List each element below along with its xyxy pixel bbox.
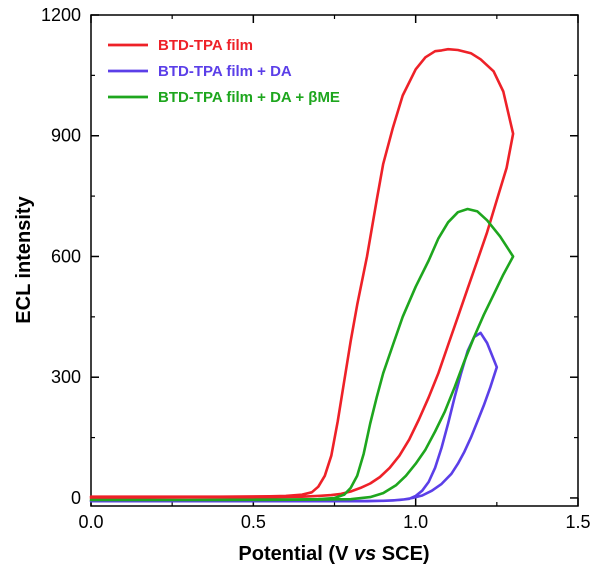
legend: BTD-TPA film BTD-TPA film + DA BTD-TPA fil… [108, 37, 340, 106]
series-line-3 [89, 207, 515, 502]
x-tick-label: 1.5 [565, 512, 590, 532]
series-lines [89, 47, 515, 503]
series-line-1 [89, 47, 515, 500]
x-tick-label: 1.0 [403, 512, 428, 532]
axis-tick-labels: 0.0 0.5 1.0 1.5 0 300 600 900 1200 [41, 5, 591, 532]
y-tick-label: 900 [51, 126, 81, 146]
legend-label-3: BTD-TPA film + DA + βME [158, 89, 340, 106]
y-tick-label: 0 [71, 488, 81, 508]
y-tick-label: 600 [51, 246, 81, 266]
axis-ticks [90, 14, 579, 506]
y-tick-label: 300 [51, 367, 81, 387]
x-axis-title: Potential (V vs SCE) [238, 543, 429, 565]
legend-label-2: BTD-TPA film + DA [158, 63, 292, 80]
legend-label-1: BTD-TPA film [158, 37, 253, 54]
y-axis-title: ECL intensity [13, 195, 35, 323]
x-tick-label: 0.0 [78, 512, 103, 532]
series-line-2 [89, 331, 499, 503]
x-tick-label: 0.5 [241, 512, 266, 532]
y-tick-label: 1200 [41, 5, 81, 25]
